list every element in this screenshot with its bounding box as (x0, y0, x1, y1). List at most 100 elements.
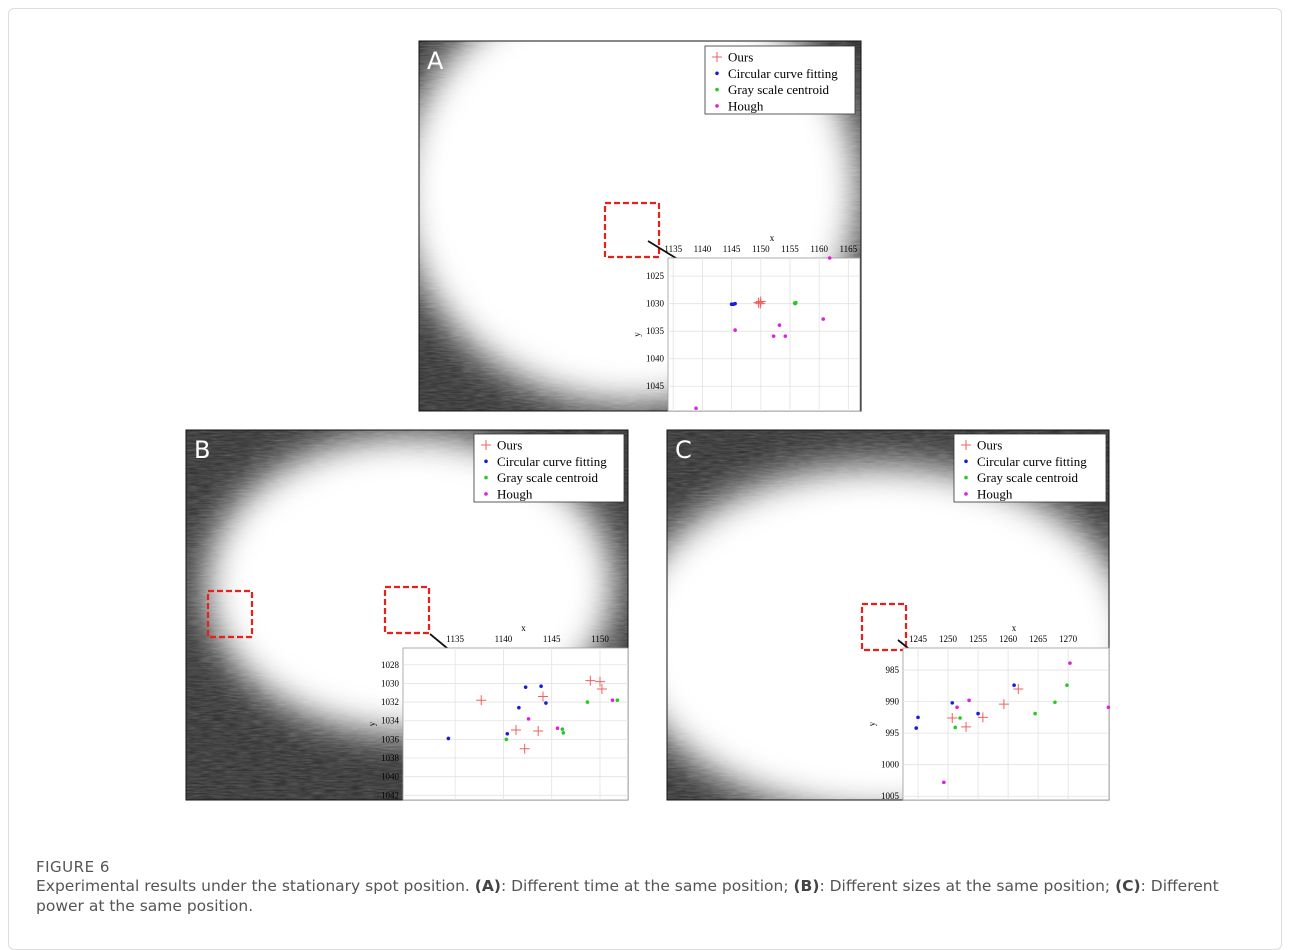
y-axis-label: y (867, 721, 877, 726)
dot-marker (517, 706, 521, 710)
dot-marker (772, 334, 776, 338)
dot-marker (1065, 683, 1069, 687)
y-tick-label: 995 (886, 728, 900, 738)
dot-marker (505, 732, 509, 736)
legend-marker (484, 460, 488, 464)
y-tick-label: 1005 (881, 791, 900, 801)
x-tick-label: 1150 (752, 244, 770, 254)
figure-label: FIGURE 6 (36, 858, 110, 876)
x-axis-label: x (770, 233, 775, 243)
x-tick-label: 1250 (939, 634, 958, 644)
inset-background (903, 648, 1109, 800)
dot-marker (527, 717, 531, 721)
caption-part: (A) (475, 877, 501, 895)
y-tick-label: 985 (886, 665, 900, 675)
dot-marker (544, 701, 548, 705)
x-tick-label: 1135 (664, 244, 682, 254)
legend-marker (715, 72, 719, 76)
y-tick-label: 1032 (381, 697, 399, 707)
dot-marker (828, 256, 832, 260)
legend-label: Hough (497, 486, 533, 501)
dot-marker (967, 699, 971, 703)
x-tick-label: 1265 (1029, 634, 1048, 644)
x-tick-label: 1135 (446, 634, 464, 644)
y-tick-label: 990 (886, 697, 900, 707)
dot-marker (950, 701, 954, 705)
x-tick-label: 1245 (909, 634, 928, 644)
legend-label: Circular curve fitting (728, 66, 838, 81)
dot-marker (611, 698, 615, 702)
caption: Experimental results under the stationar… (36, 876, 1256, 916)
caption-part: : Different sizes at the same position; (819, 877, 1115, 895)
y-tick-label: 1034 (381, 716, 400, 726)
dot-marker (447, 737, 451, 741)
dot-marker (784, 334, 788, 338)
dot-marker (694, 406, 698, 410)
x-axis-label: x (1012, 623, 1017, 633)
y-tick-label: 1000 (881, 760, 900, 770)
panel-letter: C (675, 436, 692, 464)
dot-marker (958, 716, 962, 720)
legend-marker (964, 476, 968, 480)
dot-marker (1068, 661, 1072, 665)
y-tick-label: 1040 (646, 354, 665, 364)
caption-part: : Different time at the same position; (501, 877, 794, 895)
dot-marker (955, 705, 959, 709)
caption-part: (B) (793, 877, 819, 895)
y-axis-label: y (367, 721, 377, 726)
dot-marker (916, 716, 920, 720)
dot-marker (561, 727, 565, 731)
x-tick-label: 1165 (839, 244, 857, 254)
legend-marker (964, 492, 968, 496)
y-tick-label: 1028 (381, 660, 400, 670)
x-axis-label: x (521, 623, 526, 633)
y-tick-label: 1036 (381, 734, 400, 744)
y-tick-label: 1038 (381, 753, 400, 763)
y-axis-label: y (632, 332, 642, 337)
legend-marker (964, 460, 968, 464)
dot-marker (778, 323, 782, 327)
dot-marker (733, 328, 737, 332)
dot-marker (586, 700, 590, 704)
legend-label: Hough (728, 98, 764, 113)
dot-marker (1012, 683, 1016, 687)
legend-label: Gray scale centroid (728, 82, 830, 97)
dot-marker (821, 317, 825, 321)
x-tick-label: 1140 (495, 634, 513, 644)
dot-marker (556, 726, 560, 730)
y-tick-label: 1030 (381, 678, 400, 688)
legend-label: Ours (497, 438, 522, 453)
dot-marker (539, 684, 543, 688)
panel-letter: B (194, 436, 210, 464)
caption-part: (C) (1115, 877, 1141, 895)
dot-marker (562, 731, 566, 735)
dot-marker (1053, 700, 1057, 704)
legend-label: Ours (977, 438, 1002, 453)
x-tick-label: 1255 (969, 634, 988, 644)
y-tick-label: 1045 (646, 381, 665, 391)
x-tick-label: 1150 (591, 634, 609, 644)
x-tick-label: 1160 (810, 244, 828, 254)
legend-label: Hough (977, 486, 1013, 501)
inset-background (403, 648, 628, 800)
inset-background (668, 258, 860, 411)
legend-marker (484, 492, 488, 496)
x-tick-label: 1145 (543, 634, 561, 644)
dot-marker (794, 301, 798, 305)
dot-marker (505, 738, 509, 742)
legend-marker (484, 476, 488, 480)
dot-marker (1107, 705, 1111, 709)
y-tick-label: 1035 (646, 326, 665, 336)
y-tick-label: 1025 (646, 271, 665, 281)
legend-label: Circular curve fitting (977, 454, 1087, 469)
dot-marker (976, 712, 980, 716)
x-tick-label: 1140 (694, 244, 712, 254)
legend-marker (715, 104, 719, 108)
x-tick-label: 1260 (999, 634, 1018, 644)
x-tick-label: 1145 (723, 244, 741, 254)
dot-marker (616, 698, 620, 702)
legend-label: Gray scale centroid (977, 470, 1079, 485)
legend-label: Gray scale centroid (497, 470, 599, 485)
legend-marker (715, 88, 719, 92)
